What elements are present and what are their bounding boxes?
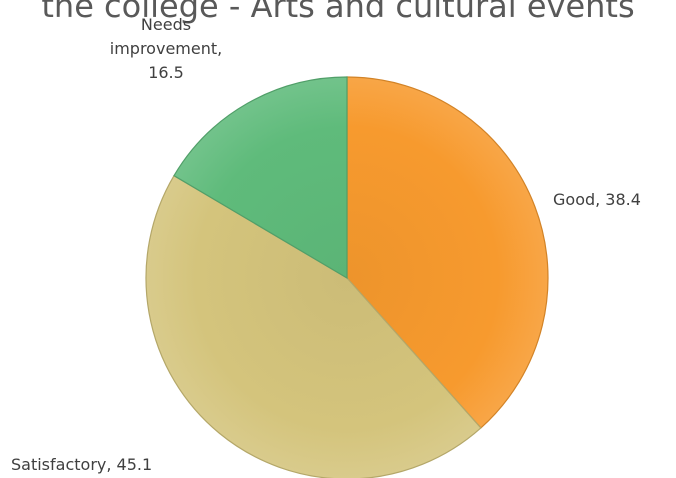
data-label-satisfactory: Satisfactory, 45.1 [11,455,152,474]
data-label-good: Good, 38.4 [553,190,641,209]
pie-slice-good [346,76,549,429]
pie-slice-satisfactory [145,174,482,478]
chart-title: the college - Arts and cultural events [41,0,635,25]
data-label-needs-improvement: Needs improvement, 16.5 [110,15,222,82]
pie-slice-needs-improvement [173,76,348,280]
